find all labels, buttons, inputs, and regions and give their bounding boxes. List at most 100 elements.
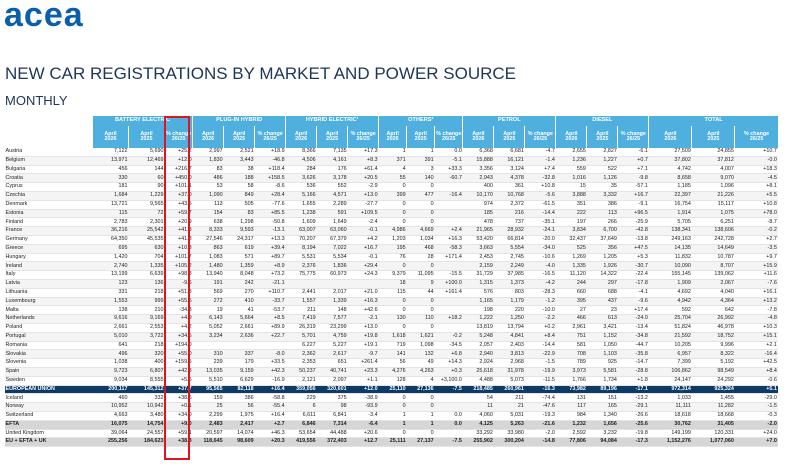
cell: 7,135: [316, 148, 348, 157]
table-row: Latvia 123 136 -9.6 191 242 -21.1 18 9 +100.0 1,31…: [4, 279, 778, 289]
cell: +7.0: [734, 437, 778, 448]
cell: 1,083: [192, 253, 224, 263]
cell: 5,166: [285, 191, 317, 201]
cell: 1,090: [192, 191, 224, 201]
cell: 255,256: [92, 437, 129, 448]
cell: 13,794: [493, 323, 525, 333]
cell: -34.5: [434, 341, 463, 351]
cell: 75,775: [285, 270, 317, 280]
sub-header-line: April: [202, 130, 215, 137]
cell: +5.6: [164, 376, 193, 386]
cell: 1,766: [555, 376, 587, 386]
cell: 3,663: [462, 244, 494, 254]
row-label: Netherlands: [4, 314, 93, 324]
cell: [192, 341, 224, 351]
cell: 1,203: [378, 235, 407, 245]
sub-header-line: April: [104, 130, 117, 137]
cell: [434, 209, 463, 219]
cell: +16.1: [734, 288, 778, 298]
cell: 0: [406, 261, 435, 272]
cell: 8,658: [648, 173, 692, 184]
cell: 7,577: [316, 314, 348, 324]
cell: -50.8: [254, 217, 286, 228]
cell: +13.2: [734, 297, 778, 307]
cell: -42.8: [617, 226, 649, 236]
cell: 27,136: [406, 385, 435, 395]
cell: 13,199: [92, 270, 129, 280]
cell: -16.3: [524, 385, 556, 395]
cell: +12.7: [347, 437, 379, 448]
cell: +109.5: [347, 209, 379, 219]
cell: 31,729: [462, 270, 494, 280]
cell: 106,862: [648, 367, 692, 377]
cell: 399: [378, 191, 407, 201]
cell: -1.5: [734, 402, 778, 412]
cell: 1,340: [586, 411, 618, 421]
title: NEW CAR REGISTRATIONS BY MARKET AND POWE…: [5, 64, 517, 83]
cell: +10.8: [524, 182, 556, 192]
cell: -22.4: [617, 270, 649, 280]
cell: 7,399: [648, 358, 692, 368]
cell: 8,333: [192, 226, 224, 236]
cell: 63,007: [285, 226, 317, 236]
cell: +23.3: [347, 367, 379, 377]
row-label: Norway: [4, 402, 93, 412]
cell: 1,315: [462, 279, 494, 289]
cell: +17.3: [347, 148, 379, 157]
cell: +7.1: [617, 165, 649, 175]
cell: -0.6: [734, 376, 778, 386]
cell: -44.7: [617, 341, 649, 351]
row-label: Switzerland: [4, 411, 93, 421]
cell: 0: [406, 182, 435, 192]
cell: 5,248: [462, 332, 494, 342]
sub-header-line: 26/25: [442, 136, 456, 142]
sub-header-line: % change: [620, 130, 646, 137]
cell: -21.1: [254, 279, 286, 289]
cell: -14.7: [617, 358, 649, 368]
cell: +450.0: [164, 173, 193, 184]
cell: 576: [462, 288, 494, 298]
sub-header: April 2026: [92, 126, 129, 148]
cell: 419,556: [285, 437, 317, 448]
cell: 569: [192, 288, 224, 298]
table-row: Finland 2,783 2,301 +20.9 638 1,298 -50.8 1,609…: [4, 217, 778, 228]
cell: 37,985: [493, 270, 525, 280]
row-label: Spain: [4, 367, 93, 377]
table-row: United Kingdom 39,064 24,557 +59.1 20,597 14,…: [4, 429, 778, 439]
cell: 24,855: [691, 148, 735, 157]
cell: +11.6: [734, 270, 778, 280]
cell: 5,031: [493, 411, 525, 421]
cell: 9,034: [92, 376, 129, 386]
cell: [434, 393, 463, 404]
cell: 46,978: [691, 323, 735, 333]
cell: 5,664: [223, 314, 255, 324]
table-row: Belgium 13,971 12,469 +12.0 1,830 3,443 -46.8 4…: [4, 156, 778, 166]
cell: +19.8: [347, 332, 379, 342]
cell: -34.8: [617, 332, 649, 342]
cell: 272: [192, 297, 224, 307]
cell: 21,226: [691, 191, 735, 201]
cell: 3,813: [493, 349, 525, 360]
table-row: Switzerland 4,663 3,480 +34.0 2,299 1,975 +16.…: [4, 411, 778, 421]
cell: 1,455: [691, 393, 735, 404]
cell: 4,060: [462, 411, 494, 421]
cell: -8.0: [254, 349, 286, 360]
cell: 1,205: [586, 253, 618, 263]
cell: 6,368: [462, 148, 494, 157]
cell: -9.6: [164, 279, 193, 289]
cell: +42.8: [164, 367, 193, 377]
cell: 3,480: [128, 411, 165, 421]
cell: 218: [128, 288, 165, 298]
cell: 14,649: [691, 244, 735, 254]
cell: -10.0: [524, 305, 556, 316]
cell: 9,616: [92, 314, 129, 324]
cell: 94,084: [586, 437, 618, 448]
group-header: BATTERY ELECTRIC: [91, 116, 193, 126]
cell: 1,227: [586, 156, 618, 166]
cell: 260,961: [493, 385, 525, 395]
cell: 54: [462, 393, 494, 404]
cell: -17.1: [617, 385, 649, 395]
cell: 1,034: [406, 235, 435, 245]
cell: -22.9: [524, 349, 556, 360]
sub-header-line: April: [472, 130, 485, 137]
